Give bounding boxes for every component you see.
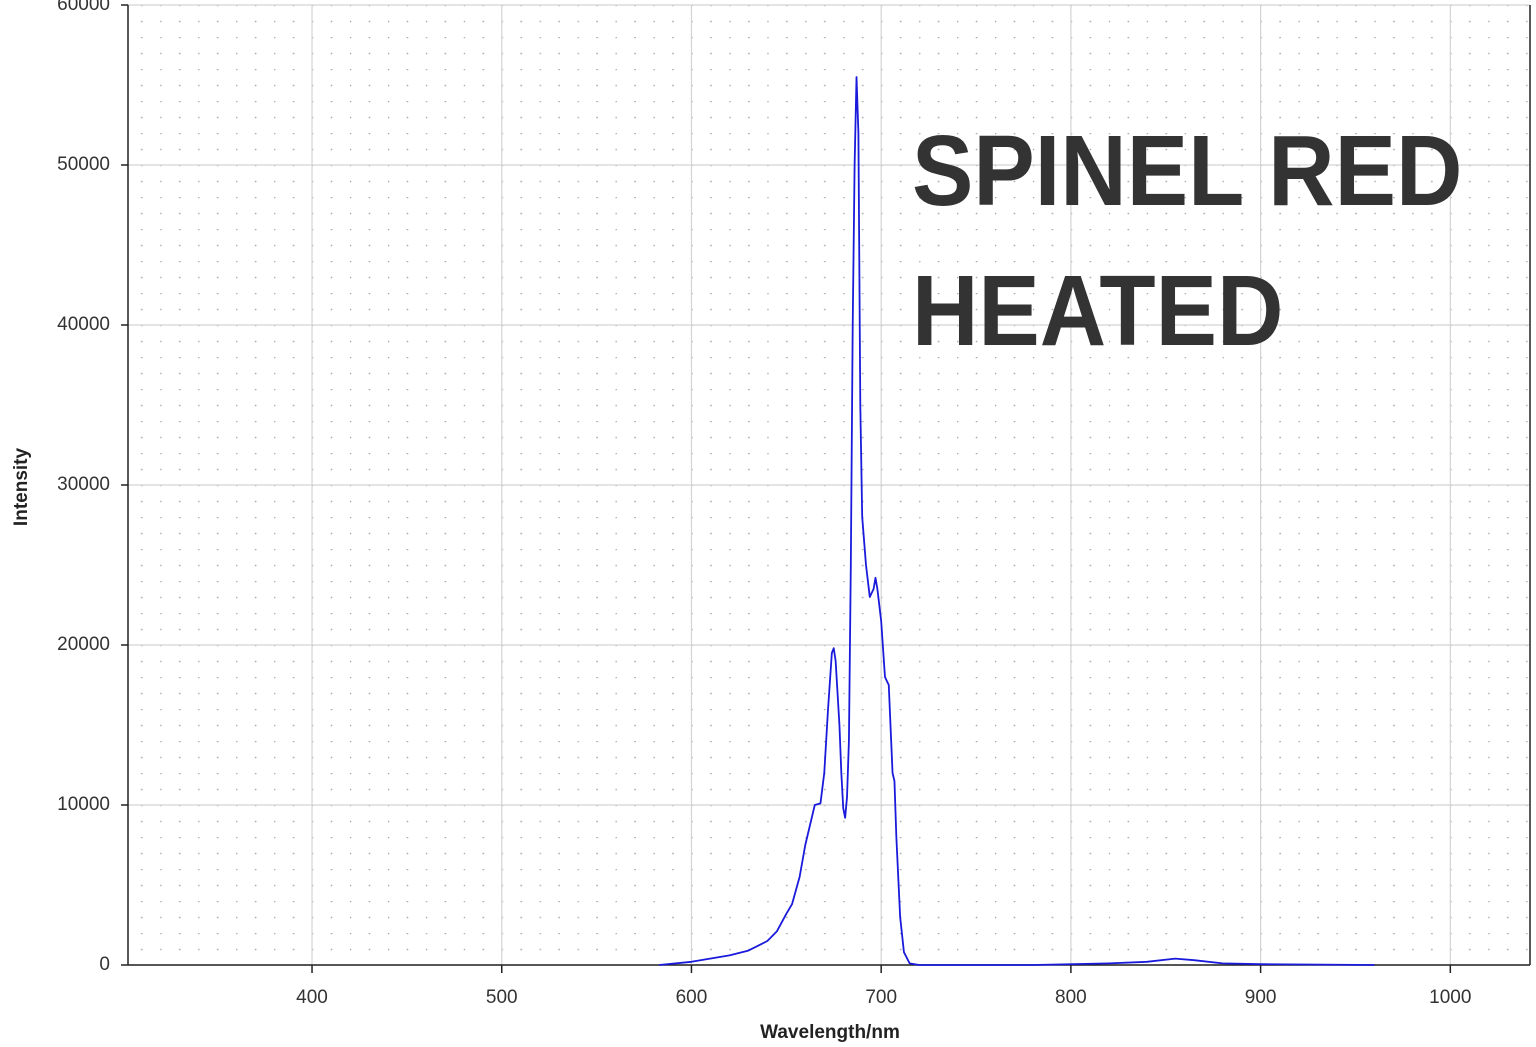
- x-tick-label: 500: [486, 987, 518, 1008]
- y-tick-label: 20000: [57, 634, 110, 655]
- y-tick-label: 50000: [57, 154, 110, 175]
- y-tick-label: 0: [99, 954, 110, 975]
- x-axis-label: Wavelength/nm: [760, 1022, 900, 1043]
- x-tick-label: 800: [1055, 987, 1087, 1008]
- y-tick-label: 40000: [57, 314, 110, 335]
- y-tick-label: 30000: [57, 474, 110, 495]
- annotation: SPINEL RED: [912, 115, 1462, 226]
- y-axis-label: Intensity: [11, 448, 32, 527]
- x-tick-label: 600: [676, 987, 708, 1008]
- x-tick-label: 700: [865, 987, 897, 1008]
- x-tick-label: 1000: [1429, 987, 1471, 1008]
- spectrum-line: [659, 76, 1375, 966]
- annotation: HEATED: [912, 255, 1283, 366]
- x-tick-label: 400: [296, 987, 328, 1008]
- y-tick-label: 10000: [57, 794, 110, 815]
- y-tick-label: 60000: [57, 0, 110, 15]
- x-tick-label: 900: [1245, 987, 1277, 1008]
